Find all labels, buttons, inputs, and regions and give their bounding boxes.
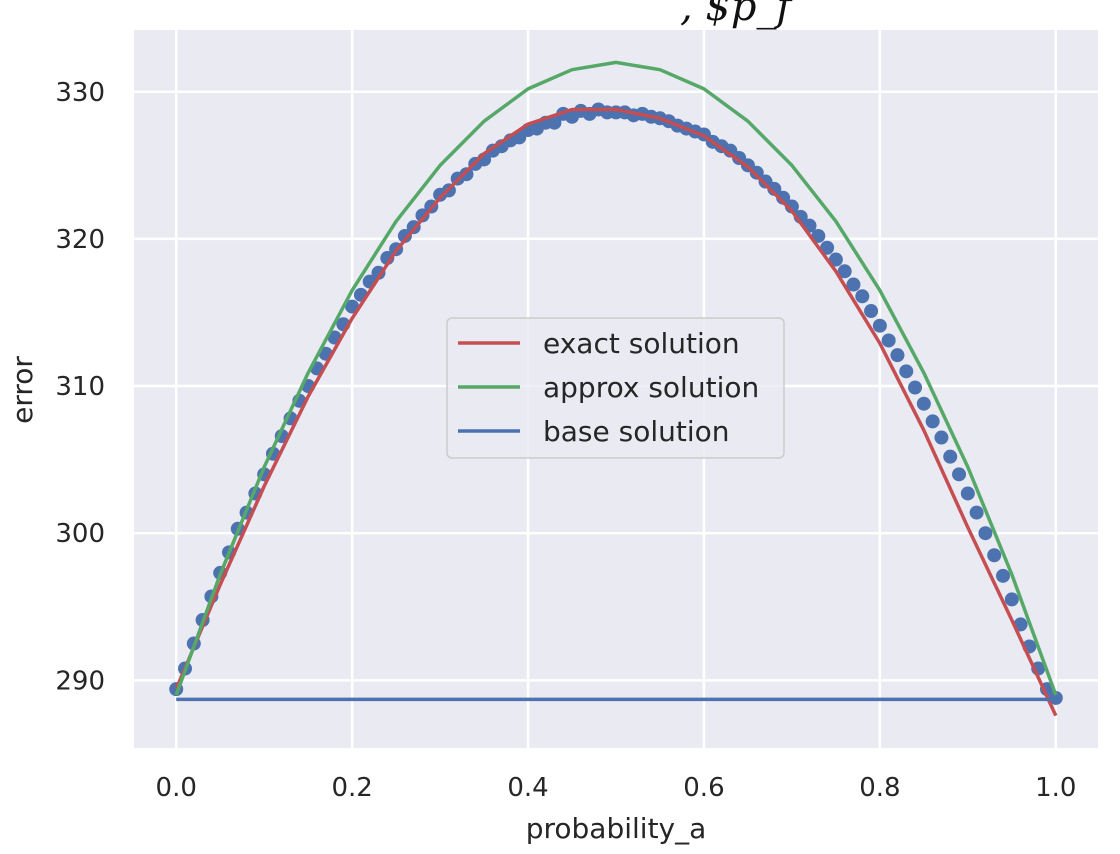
x-tick-label: 0.8 xyxy=(859,773,900,803)
legend: exact solution approx solution base soluti… xyxy=(446,317,785,459)
scatter-point xyxy=(784,199,799,214)
scatter-point xyxy=(767,181,782,196)
scatter-point xyxy=(459,167,474,182)
scatter-point xyxy=(828,252,843,267)
x-tick-label: 0.6 xyxy=(683,773,724,803)
x-tick-label: 0.4 xyxy=(507,773,548,803)
y-tick-label: 330 xyxy=(55,78,105,108)
legend-label: approx solution xyxy=(543,371,759,404)
x-tick-label: 1.0 xyxy=(1035,773,1076,803)
scatter-point xyxy=(749,165,764,180)
legend-label: base solution xyxy=(543,415,730,448)
scatter-point xyxy=(547,115,562,130)
series-line-exact-solution xyxy=(174,107,1058,717)
scatter-point xyxy=(987,548,1002,563)
scatter-point xyxy=(952,467,967,482)
scatter-point xyxy=(397,228,412,243)
x-tick-label: 0.2 xyxy=(331,773,372,803)
scatter-point xyxy=(899,364,914,379)
scatter-point xyxy=(916,396,931,411)
scatter-point xyxy=(855,289,870,304)
series-layer xyxy=(169,60,1063,717)
scatter-point xyxy=(969,505,984,520)
scatter-point xyxy=(1004,592,1019,607)
ticks: 0.0 0.2 0.4 0.6 0.8 1.0 290 300 310 320 330 xyxy=(55,78,1076,803)
legend-box xyxy=(446,317,785,459)
scatter-point xyxy=(978,526,993,541)
scatter-point xyxy=(776,190,791,205)
chart-title-fragment: , $p_f xyxy=(680,0,797,30)
y-tick-label: 310 xyxy=(55,372,105,402)
scatter-point xyxy=(925,414,940,429)
scatter-point xyxy=(864,304,879,319)
x-axis-label: probability_a xyxy=(526,812,707,845)
y-tick-label: 320 xyxy=(55,225,105,255)
x-tick-label: 0.0 xyxy=(156,773,197,803)
scatter-point xyxy=(872,318,887,333)
scatter-point xyxy=(820,240,835,255)
series-line-approx-solution xyxy=(174,60,1058,696)
y-tick-label: 300 xyxy=(55,519,105,549)
scatter-point xyxy=(934,430,949,445)
scatter-point xyxy=(837,264,852,279)
y-axis-label: error xyxy=(6,356,39,424)
scatter-point xyxy=(846,277,861,292)
scatter-point xyxy=(890,348,905,363)
y-tick-label: 290 xyxy=(55,666,105,696)
legend-label: exact solution xyxy=(543,327,740,360)
scatter-point xyxy=(960,486,975,501)
scatter-point xyxy=(996,568,1011,583)
scatter-point xyxy=(943,449,958,464)
scatter-point xyxy=(908,380,923,395)
scatter-point xyxy=(881,333,896,348)
scatter-point xyxy=(415,208,430,223)
